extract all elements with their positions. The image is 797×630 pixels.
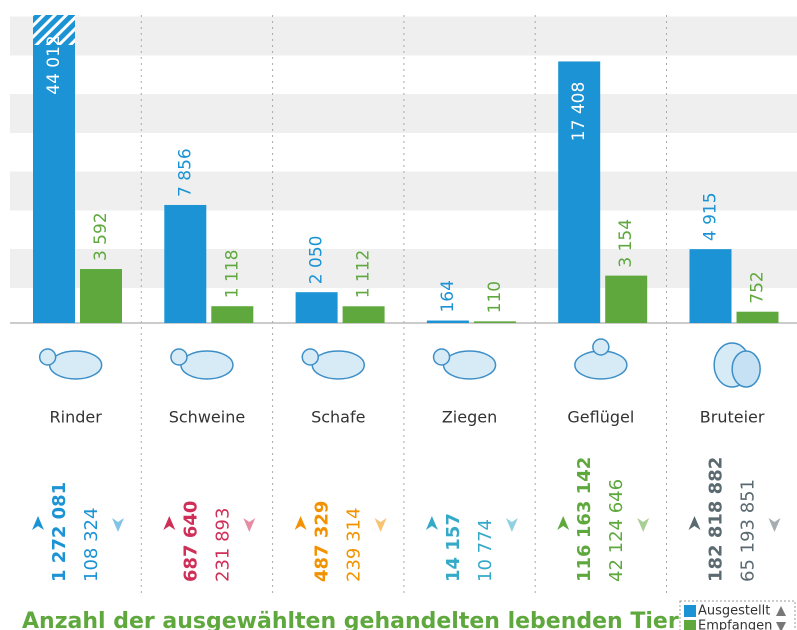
received-total: 231 893 (212, 508, 233, 582)
value-label: 44 012 (44, 35, 64, 94)
bar (690, 249, 732, 323)
icon-head (434, 349, 450, 365)
icon-egg (732, 351, 760, 387)
bar (427, 321, 469, 323)
animal-icon (575, 339, 627, 379)
category-label: Geflügel (567, 408, 634, 427)
animal-icon (302, 349, 364, 379)
import-arrow (243, 518, 255, 532)
category-label: Bruteier (700, 408, 765, 427)
icon-head (171, 349, 187, 365)
value-label: 7 856 (175, 148, 195, 197)
animal-icon (40, 349, 102, 379)
bar (343, 306, 385, 323)
value-label: 3 154 (616, 219, 636, 268)
import-arrow (637, 518, 649, 532)
category-label: Rinder (50, 408, 103, 427)
legend-swatch (684, 620, 696, 630)
bar (80, 269, 122, 323)
icon-body (444, 351, 496, 379)
legend-swatch (684, 605, 696, 617)
exported-total: 14 157 (443, 513, 464, 582)
value-label: 2 050 (307, 236, 327, 285)
export-arrow (689, 516, 701, 530)
received-total: 239 314 (344, 508, 365, 582)
icon-body (50, 351, 102, 379)
bar (296, 292, 338, 323)
category-label: Ziegen (442, 408, 497, 427)
received-total: 10 774 (475, 519, 496, 582)
export-arrow (295, 516, 307, 530)
import-arrow (769, 518, 781, 532)
export-arrow (163, 516, 175, 530)
import-arrow (375, 518, 387, 532)
icon-body (312, 351, 364, 379)
chart: Anzahl der ausgewählten gehandelten lebe… (0, 0, 797, 630)
animal-icon (171, 349, 233, 379)
bar (164, 205, 206, 323)
icon-head (302, 349, 318, 365)
value-label: 17 408 (569, 82, 589, 141)
value-label: 752 (748, 271, 768, 303)
received-total: 42 124 646 (606, 479, 627, 582)
animal-icon (434, 349, 496, 379)
exported-total: 487 329 (312, 501, 333, 582)
value-label: 110 (485, 281, 505, 313)
bar (605, 276, 647, 323)
value-label: 4 915 (701, 192, 721, 241)
import-arrow (506, 518, 518, 532)
icon-head (593, 339, 609, 355)
import-arrow (112, 518, 124, 532)
legend-label: Empfangen (698, 619, 772, 630)
category-label: Schafe (311, 408, 365, 427)
icon-head (40, 349, 56, 365)
animal-icon (714, 343, 760, 387)
exported-total: 687 640 (180, 501, 201, 582)
chart-title: Anzahl der ausgewählten gehandelten lebe… (22, 609, 694, 630)
exported-total: 182 818 882 (706, 457, 727, 582)
received-total: 65 193 851 (738, 479, 759, 582)
value-label: 164 (438, 280, 458, 312)
exported-total: 116 163 142 (574, 457, 595, 582)
bar (474, 321, 516, 323)
export-arrow (426, 516, 438, 530)
legend-label: Ausgestellt (698, 604, 770, 619)
category-label: Schweine (169, 408, 245, 427)
value-label: 3 592 (91, 212, 111, 261)
export-arrow (32, 516, 44, 530)
bar (737, 312, 779, 323)
exported-total: 1 272 081 (49, 482, 70, 582)
value-label: 1 112 (354, 250, 374, 299)
received-total: 108 324 (81, 508, 102, 582)
icon-body (181, 351, 233, 379)
export-arrow (557, 516, 569, 530)
value-label: 1 118 (222, 250, 242, 299)
bar (211, 306, 253, 323)
